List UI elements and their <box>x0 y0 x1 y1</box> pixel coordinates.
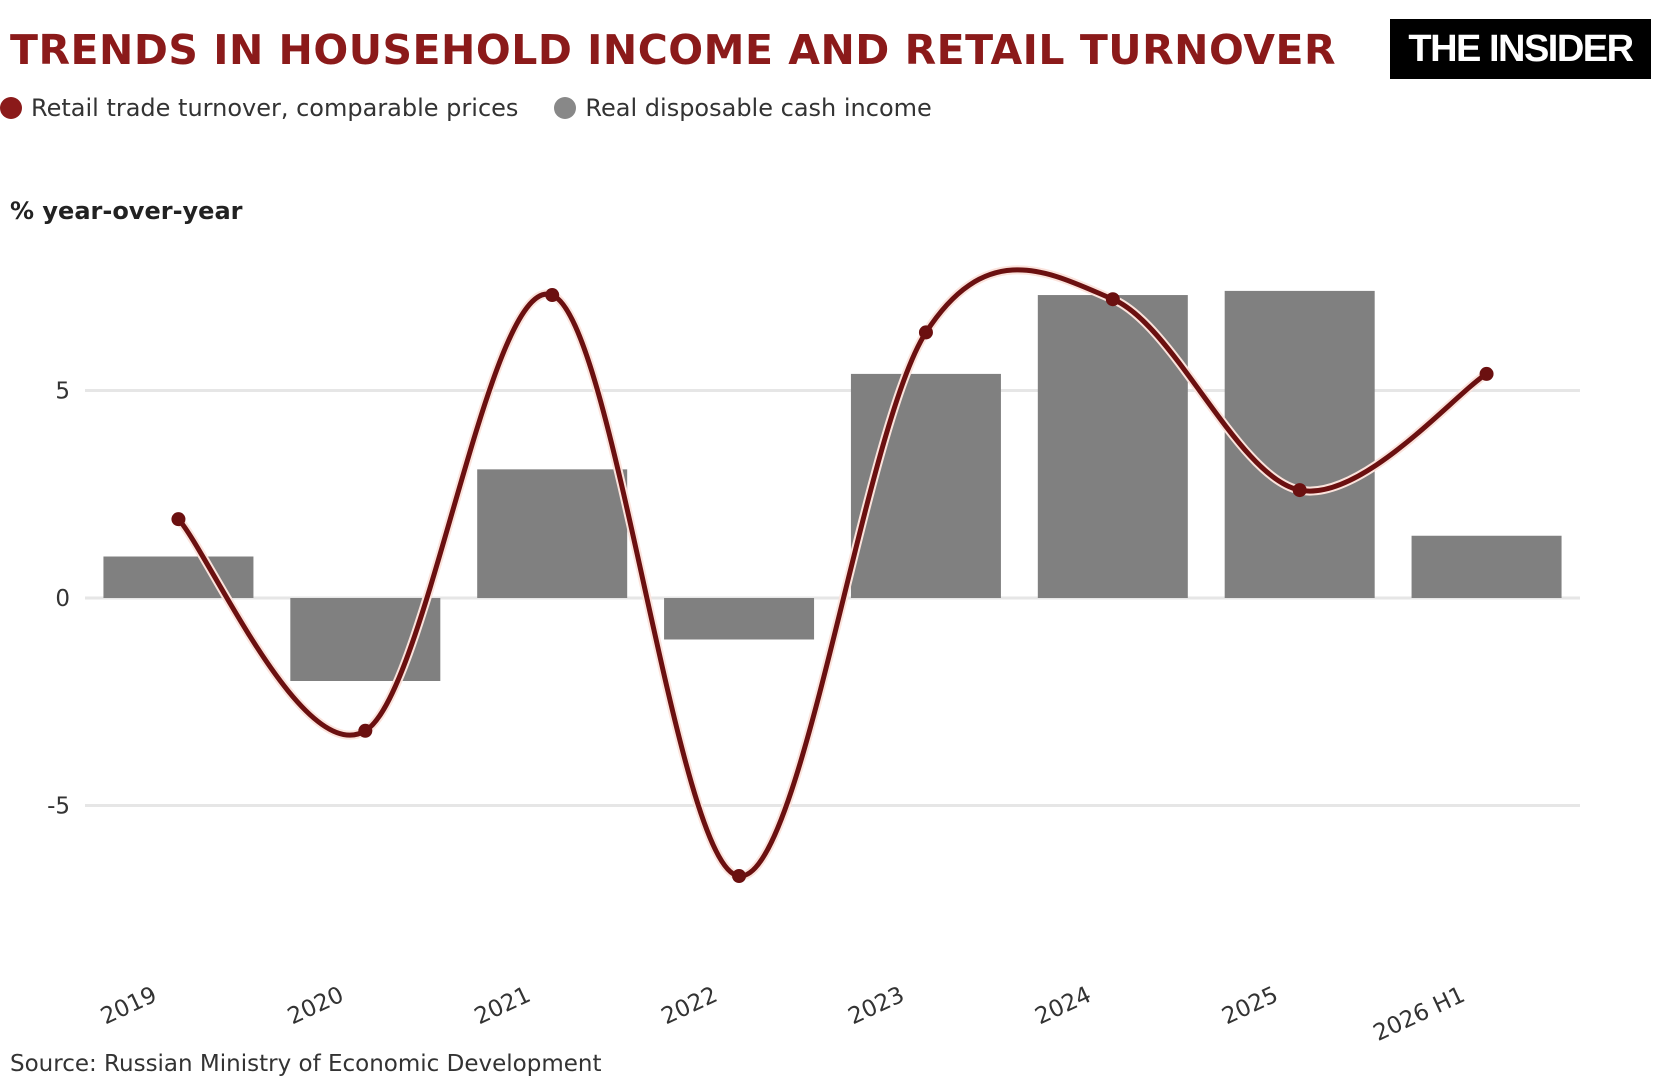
x-tick-label: 2024 <box>1031 982 1095 1030</box>
y-tick-label: 0 <box>55 586 70 612</box>
legend-label-retail: Retail trade turnover, comparable prices <box>31 94 519 122</box>
point-retail-2025 <box>1292 483 1307 498</box>
x-tick-label: 2023 <box>844 982 908 1030</box>
chart-title: TRENDS IN HOUSEHOLD INCOME AND RETAIL TU… <box>10 26 1337 74</box>
legend: Retail trade turnover, comparable prices… <box>0 94 968 122</box>
y-axis-unit-label: % year-over-year <box>10 197 243 225</box>
point-retail-2024 <box>1105 292 1120 307</box>
bar-income-2019 <box>103 556 254 598</box>
point-retail-2026 H1 <box>1479 366 1494 381</box>
point-retail-2023 <box>918 325 933 340</box>
point-retail-2019 <box>171 512 186 527</box>
x-tick-label: 2021 <box>471 982 535 1030</box>
bar-income-2026 H1 <box>1411 535 1562 598</box>
x-tick-label: 2026 H1 <box>1369 982 1469 1047</box>
legend-label-income: Real disposable cash income <box>585 94 932 122</box>
source-note: Source: Russian Ministry of Economic Dev… <box>10 1051 602 1077</box>
retail-line <box>175 267 1490 879</box>
the-insider-logo: THE INSIDER <box>1390 19 1651 79</box>
bar-income-2025 <box>1224 290 1375 598</box>
x-tick-label: 2019 <box>97 982 161 1030</box>
y-tick-label: -5 <box>47 794 70 820</box>
point-retail-2021 <box>545 288 560 303</box>
legend-item-retail: Retail trade turnover, comparable prices <box>0 94 518 122</box>
bar-income-2022 <box>664 598 815 640</box>
y-tick-label: 5 <box>55 379 70 405</box>
legend-marker-income <box>554 97 577 119</box>
point-retail-2022 <box>732 869 747 884</box>
legend-marker-retail <box>0 97 22 119</box>
x-tick-label: 2022 <box>658 982 722 1030</box>
x-tick-label: 2025 <box>1218 982 1282 1030</box>
bar-income-2021 <box>477 469 628 598</box>
legend-item-income: Real disposable cash income <box>554 94 932 122</box>
point-retail-2020 <box>358 723 373 738</box>
x-tick-label: 2020 <box>284 982 348 1030</box>
